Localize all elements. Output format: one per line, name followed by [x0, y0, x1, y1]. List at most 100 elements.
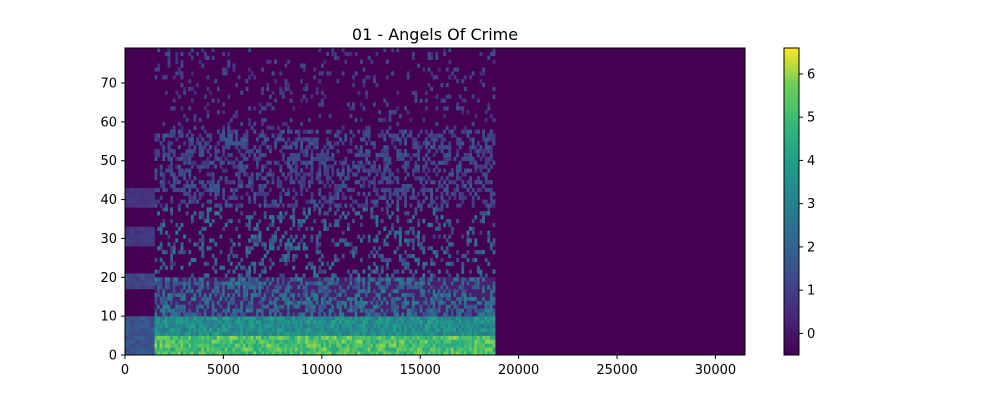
heatmap-cell — [388, 156, 392, 161]
heatmap-cell — [214, 281, 218, 286]
heatmap-cell — [258, 156, 262, 161]
heatmap-cell — [177, 187, 181, 193]
heatmap-cell — [310, 331, 314, 336]
heatmap-cell — [289, 277, 293, 282]
heatmap-cell — [271, 238, 275, 243]
heatmap-cell — [419, 176, 423, 181]
heatmap-cell — [430, 320, 434, 325]
heatmap-cell — [193, 277, 197, 282]
heatmap-cell — [149, 195, 155, 200]
heatmap-cell — [209, 222, 213, 228]
heatmap-cell — [315, 176, 319, 181]
heatmap-cell — [424, 277, 428, 282]
heatmap-cell — [391, 226, 395, 231]
heatmap-cell — [274, 320, 278, 325]
heatmap-cell — [370, 331, 374, 336]
heatmap-cell — [139, 316, 146, 321]
heatmap-cell — [393, 234, 397, 239]
heatmap-cell — [456, 335, 460, 340]
heatmap-cell — [362, 308, 366, 313]
heatmap-cell — [385, 187, 389, 193]
heatmap-cell — [326, 168, 330, 173]
heatmap-cell — [372, 176, 376, 181]
heatmap-cell — [193, 145, 197, 150]
heatmap-cell — [463, 285, 467, 290]
heatmap-cell — [245, 129, 249, 134]
heatmap-cell — [175, 222, 179, 228]
heatmap-cell — [385, 288, 389, 294]
heatmap-cell — [461, 339, 465, 344]
heatmap-cell — [297, 288, 301, 294]
heatmap-cell — [383, 335, 387, 340]
heatmap-cell — [144, 203, 151, 208]
heatmap-cell — [336, 308, 340, 313]
heatmap-cell — [222, 152, 226, 158]
heatmap-cell — [211, 320, 215, 325]
heatmap-cell — [383, 149, 387, 154]
heatmap-cell — [422, 238, 426, 243]
heatmap-cell — [172, 149, 176, 154]
heatmap-cell — [297, 335, 301, 340]
heatmap-cell — [222, 110, 226, 115]
heatmap-cell — [190, 195, 194, 200]
heatmap-cell — [185, 191, 189, 196]
heatmap-cell — [367, 343, 371, 348]
heatmap-cell — [370, 316, 374, 321]
heatmap-cell — [281, 320, 285, 325]
heatmap-cell — [297, 304, 301, 309]
heatmap-cell — [448, 288, 452, 294]
heatmap-cell — [430, 281, 434, 286]
heatmap-cell — [404, 304, 408, 309]
heatmap-cell — [253, 226, 257, 231]
heatmap-cell — [224, 137, 228, 142]
heatmap-cell — [448, 172, 452, 177]
heatmap-cell — [474, 296, 478, 301]
heatmap-cell — [307, 312, 311, 317]
heatmap-cell — [294, 246, 298, 251]
heatmap-cell — [349, 242, 353, 247]
heatmap-cell — [289, 323, 293, 329]
heatmap-cell — [263, 296, 267, 301]
heatmap-cell — [300, 304, 304, 309]
heatmap-cell — [378, 195, 382, 200]
heatmap-cell — [203, 55, 207, 60]
heatmap-cell — [232, 253, 236, 259]
heatmap-cell — [190, 327, 194, 332]
heatmap-cell — [310, 281, 314, 286]
heatmap-cell — [222, 331, 226, 336]
heatmap-cell — [469, 180, 473, 185]
heatmap-cell — [209, 137, 213, 142]
heatmap-cell — [219, 331, 223, 336]
heatmap-cell — [185, 281, 189, 286]
heatmap-cell — [276, 285, 280, 290]
heatmap-cell — [367, 323, 371, 329]
heatmap-cell — [417, 288, 421, 294]
heatmap-cell — [383, 242, 387, 247]
heatmap-cell — [292, 265, 296, 270]
heatmap-cell — [227, 288, 231, 294]
heatmap-cell — [380, 351, 384, 355]
heatmap-cell — [365, 320, 369, 325]
heatmap-cell — [419, 242, 423, 247]
heatmap-cell — [279, 320, 283, 325]
heatmap-cell — [437, 300, 441, 305]
heatmap-cell — [281, 145, 285, 150]
heatmap-cell — [232, 160, 236, 165]
heatmap-cell — [385, 351, 389, 355]
heatmap-cell — [183, 250, 187, 255]
heatmap-cell — [458, 145, 462, 150]
heatmap-cell — [440, 327, 444, 332]
heatmap-cell — [359, 288, 363, 294]
heatmap-cell — [482, 152, 486, 158]
heatmap-cell — [253, 145, 257, 150]
heatmap-cell — [396, 343, 400, 348]
heatmap-cell — [287, 320, 291, 325]
heatmap-cell — [414, 234, 418, 239]
heatmap-cell — [378, 285, 382, 290]
heatmap-cell — [129, 230, 136, 235]
heatmap-cell — [409, 316, 413, 321]
heatmap-cell — [398, 331, 402, 336]
heatmap-cell — [409, 184, 413, 189]
heatmap-cell — [245, 253, 249, 259]
heatmap-cell — [134, 234, 141, 239]
